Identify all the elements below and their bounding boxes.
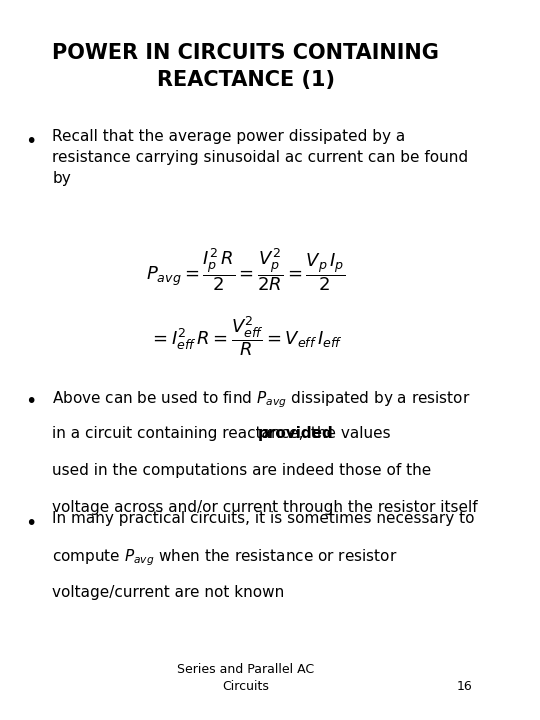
Text: •: • [25, 392, 36, 411]
Text: Recall that the average power dissipated by a
resistance carrying sinusoidal ac : Recall that the average power dissipated… [52, 129, 469, 186]
Text: $P_{avg} = \dfrac{I_p^2\,R}{2} = \dfrac{V_p^2}{2R} = \dfrac{V_p\,I_p}{2}$: $P_{avg} = \dfrac{I_p^2\,R}{2} = \dfrac{… [146, 246, 345, 292]
Text: provided: provided [258, 426, 333, 441]
Text: compute $P_{avg}$ when the resistance or resistor: compute $P_{avg}$ when the resistance or… [52, 548, 398, 569]
Text: Above can be used to find $P_{avg}$ dissipated by a resistor: Above can be used to find $P_{avg}$ diss… [52, 390, 471, 410]
Text: 16: 16 [457, 680, 472, 693]
Text: POWER IN CIRCUITS CONTAINING
REACTANCE (1): POWER IN CIRCUITS CONTAINING REACTANCE (… [52, 43, 439, 90]
Text: In many practical circuits, it is sometimes necessary to: In many practical circuits, it is someti… [52, 511, 475, 526]
Text: the values: the values [306, 426, 390, 441]
Text: •: • [25, 132, 36, 151]
Text: $= I_{eff}^2\,R = \dfrac{V_{eff}^2}{R} = V_{eff}\,I_{eff}$: $= I_{eff}^2\,R = \dfrac{V_{eff}^2}{R} =… [148, 314, 342, 358]
Text: •: • [25, 514, 36, 533]
Text: voltage/current are not known: voltage/current are not known [52, 585, 285, 600]
Text: Series and Parallel AC
Circuits: Series and Parallel AC Circuits [177, 663, 314, 693]
Text: in a circuit containing reactance,: in a circuit containing reactance, [52, 426, 309, 441]
Text: used in the computations are indeed those of the: used in the computations are indeed thos… [52, 463, 431, 478]
Text: voltage across and/or current through the resistor itself: voltage across and/or current through th… [52, 500, 478, 516]
